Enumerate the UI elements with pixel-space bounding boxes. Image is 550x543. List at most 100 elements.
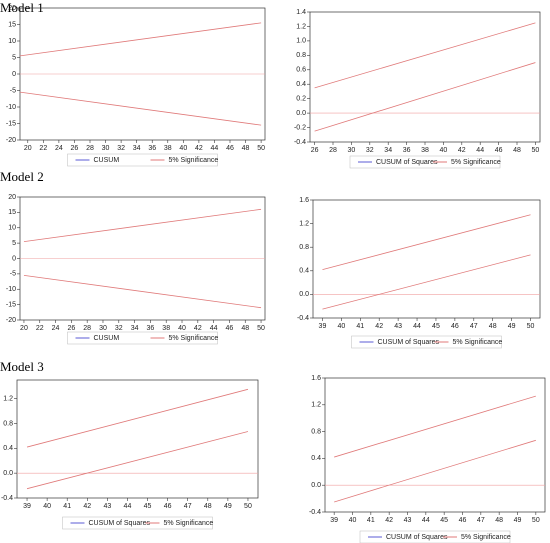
significance-bound: [314, 62, 536, 132]
x-tick-label: 49: [514, 517, 522, 524]
y-tick-label: 20: [8, 5, 16, 12]
legend-label: CUSUM of Squares: [89, 520, 151, 527]
x-tick-label: 46: [495, 147, 503, 154]
y-tick-label: 10: [8, 38, 16, 45]
plot-frame: [16, 379, 259, 499]
legend-label: CUSUM of Squares: [376, 159, 438, 166]
y-tick-label: 15: [8, 209, 16, 216]
legend-label: 5% Significance: [169, 157, 219, 164]
y-tick-label: 15: [8, 21, 16, 28]
y-tick-label: -15: [6, 301, 16, 308]
x-tick-label: 30: [99, 325, 107, 332]
y-tick-label: -15: [6, 120, 16, 127]
x-tick-label: 42: [195, 145, 203, 152]
x-tick-label: 50: [532, 147, 540, 154]
x-tick-label: 41: [367, 517, 375, 524]
x-tick-label: 50: [257, 325, 265, 332]
x-tick-label: 38: [164, 145, 172, 152]
x-tick-label: 39: [330, 517, 338, 524]
y-tick-label: 5: [12, 54, 16, 61]
section-label: Model 2: [0, 169, 44, 184]
x-tick-label: 49: [508, 323, 516, 330]
x-tick-label: 40: [440, 147, 448, 154]
x-tick-label: 43: [404, 517, 412, 524]
legend-label: 5% Significance: [169, 335, 219, 342]
legend-box: [67, 153, 218, 167]
y-tick-label: -10: [6, 104, 16, 111]
legend-box: [67, 331, 218, 345]
x-tick-label: 36: [148, 145, 156, 152]
x-tick-label: 40: [43, 503, 51, 510]
x-tick-label: 34: [131, 325, 139, 332]
x-tick-label: 46: [226, 325, 234, 332]
y-tick-label: -5: [10, 87, 16, 94]
x-tick-label: 40: [179, 145, 187, 152]
x-tick-label: 50: [244, 503, 252, 510]
x-tick-label: 26: [71, 145, 79, 152]
x-tick-label: 26: [67, 325, 75, 332]
y-tick-label: 0.0: [3, 470, 13, 477]
x-tick-label: 24: [55, 145, 63, 152]
significance-bound: [322, 214, 531, 271]
x-tick-label: 42: [83, 503, 91, 510]
x-tick-label: 44: [211, 145, 219, 152]
legend-box: [62, 516, 213, 530]
significance-bound: [334, 395, 536, 458]
x-tick-label: 44: [476, 147, 484, 154]
y-tick-label: 0.4: [299, 268, 309, 275]
y-tick-label: 0: [12, 71, 16, 78]
y-tick-label: 1.2: [311, 402, 321, 409]
legend-label: CUSUM: [94, 335, 120, 342]
section-label: Model 3: [0, 359, 44, 374]
x-tick-label: 46: [226, 145, 234, 152]
y-tick-label: 0.0: [296, 110, 306, 117]
section-label: Model 1: [0, 0, 44, 15]
y-tick-label: 1.0: [296, 38, 306, 45]
x-tick-label: 45: [440, 517, 448, 524]
legend-label: 5% Significance: [451, 159, 501, 166]
x-tick-label: 48: [489, 323, 497, 330]
y-tick-label: 0.8: [296, 52, 306, 59]
x-tick-label: 44: [124, 503, 132, 510]
y-tick-label: 0.4: [311, 455, 321, 462]
y-tick-label: 0.6: [296, 67, 306, 74]
x-tick-label: 46: [451, 323, 459, 330]
x-tick-label: 22: [39, 145, 47, 152]
x-tick-label: 26: [311, 147, 319, 154]
legend-box: [349, 155, 501, 169]
x-tick-label: 44: [210, 325, 218, 332]
x-tick-label: 40: [337, 323, 345, 330]
y-tick-label: 20: [8, 194, 16, 201]
y-tick-label: 0: [12, 255, 16, 262]
x-tick-label: 48: [513, 147, 521, 154]
x-tick-label: 42: [458, 147, 466, 154]
legend-label: CUSUM of Squares: [378, 339, 440, 346]
plot-frame: [324, 377, 546, 513]
x-tick-label: 41: [63, 503, 71, 510]
significance-bound: [314, 22, 536, 89]
x-tick-label: 20: [20, 325, 28, 332]
x-tick-label: 47: [477, 517, 485, 524]
x-tick-label: 20: [24, 145, 32, 152]
y-tick-label: 1.2: [299, 220, 309, 227]
x-tick-label: 40: [178, 325, 186, 332]
x-tick-label: 38: [162, 325, 170, 332]
x-tick-label: 30: [348, 147, 356, 154]
x-tick-label: 47: [470, 323, 478, 330]
y-tick-label: 5: [12, 240, 16, 247]
x-tick-label: 30: [102, 145, 110, 152]
x-tick-label: 46: [164, 503, 172, 510]
y-tick-label: -20: [6, 137, 16, 144]
x-tick-label: 38: [421, 147, 429, 154]
legend-box: [351, 335, 502, 349]
y-tick-label: 1.6: [311, 375, 321, 382]
x-tick-label: 45: [432, 323, 440, 330]
y-tick-label: -0.4: [309, 509, 321, 516]
x-tick-label: 32: [115, 325, 123, 332]
y-tick-label: 1.2: [296, 23, 306, 30]
legend-label: CUSUM of Squares: [386, 534, 448, 541]
y-tick-label: 0.8: [311, 428, 321, 435]
x-tick-label: 48: [242, 145, 250, 152]
y-tick-label: 0.0: [299, 291, 309, 298]
